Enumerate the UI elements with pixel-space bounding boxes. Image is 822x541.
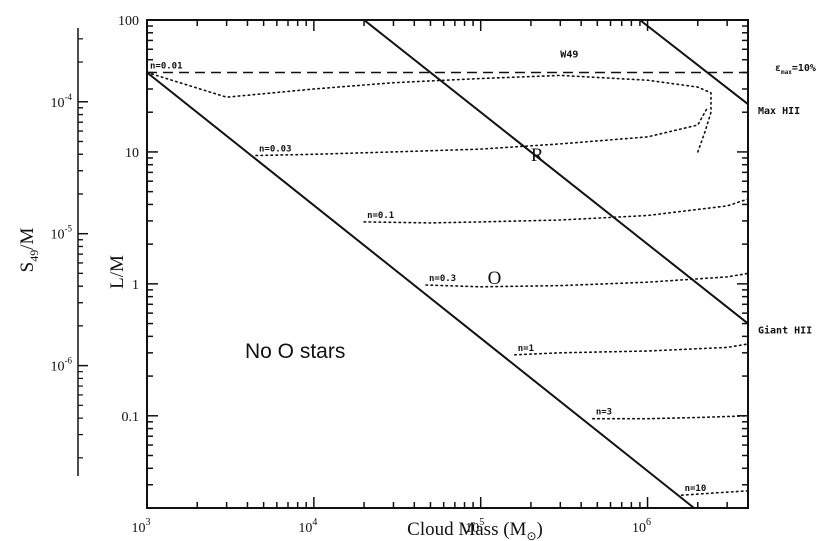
left-axis-tick-label-base: 10 — [51, 228, 65, 243]
plot-frame — [146, 19, 749, 509]
efficiency-label: εmax=10% — [775, 63, 816, 76]
x-tick-label-exp: 4 — [312, 517, 317, 528]
density-curve — [146, 71, 712, 153]
boundary-line-w49 — [639, 19, 749, 105]
density-curves — [146, 71, 749, 496]
x-tick-label-base: 10 — [298, 521, 312, 536]
left-axis-tick-label-base: 10 — [51, 96, 65, 111]
labels: 103 104 105 1060.111010010-610-510-4ORW49n=… — [51, 14, 813, 536]
x-tick-label-exp: 6 — [646, 517, 651, 528]
density-curve — [592, 415, 749, 420]
density-curve-label: n=1 — [518, 344, 534, 354]
density-curve-label: n=0.3 — [429, 274, 456, 284]
no-o-stars-annotation: No O stars — [245, 340, 345, 363]
efficiency-label-tail: =10% — [792, 63, 816, 74]
density-curve — [514, 343, 749, 356]
left-axis-title-main: S — [17, 262, 38, 273]
left-axis-title-tail: /M — [17, 228, 38, 250]
y-tick-label: 100 — [118, 14, 139, 29]
x-tick-label: 105 — [465, 517, 484, 536]
density-curve — [680, 490, 749, 496]
left-axis-tick-label-exp: -4 — [65, 92, 73, 102]
right-region-label: Giant HII — [758, 325, 812, 337]
density-curve-label: n=0.1 — [367, 211, 394, 221]
x-tick-label: 103 — [132, 517, 151, 536]
x-tick-label-exp: 3 — [146, 517, 151, 528]
boundary-lines — [146, 19, 749, 509]
density-curve-label: n=10 — [685, 484, 707, 494]
y-tick-label: 1 — [132, 278, 139, 293]
x-axis-title-close: ) — [537, 519, 543, 540]
efficiency-label-eps: ε — [775, 63, 781, 74]
left-axis-tick-label: 10-4 — [51, 92, 73, 111]
x-tick-label-base: 10 — [465, 521, 479, 536]
x-axis-title: Cloud Mass (M⊙) — [407, 519, 543, 541]
boundary-label-r: R — [531, 145, 544, 166]
left-axis-title: S49/M — [17, 228, 41, 273]
density-curve-label: n=0.03 — [259, 144, 292, 154]
density-curve — [363, 198, 749, 224]
density-curve — [425, 272, 749, 288]
left-axis-title-sub: 49 — [27, 250, 41, 262]
right-region-label: Max HII — [758, 106, 800, 117]
boundary-label-o: O — [488, 268, 502, 289]
x-tick-label-base: 10 — [132, 521, 146, 536]
x-axis-title-main: Cloud Mass (M — [407, 519, 526, 540]
y-axis-title: L/M — [107, 255, 128, 289]
density-curve-label: n=0.01 — [150, 61, 183, 71]
x-tick-label: 106 — [632, 517, 651, 536]
axes — [77, 19, 749, 509]
left-axis-tick-label-exp: -5 — [65, 224, 73, 234]
boundary-line-r — [363, 19, 749, 325]
y-tick-label: 0.1 — [122, 410, 140, 425]
left-axis-tick-label: 10-5 — [51, 224, 73, 243]
boundary-label-w49: W49 — [560, 49, 578, 60]
left-axis-tick-label-base: 10 — [51, 360, 65, 375]
x-tick-label-base: 10 — [632, 521, 646, 536]
density-curve — [255, 106, 709, 157]
y-tick-label: 10 — [125, 146, 139, 161]
x-tick-label-exp: 5 — [479, 517, 484, 528]
left-axis-tick-label: 10-6 — [51, 356, 73, 375]
left-axis-tick-label-exp: -6 — [65, 356, 73, 366]
x-axis-title-sub: ⊙ — [526, 529, 536, 541]
efficiency-label-sub: max — [781, 69, 792, 76]
density-curve-label: n=3 — [596, 408, 612, 418]
x-tick-label: 104 — [298, 517, 317, 536]
boundary-line-o — [146, 71, 695, 509]
